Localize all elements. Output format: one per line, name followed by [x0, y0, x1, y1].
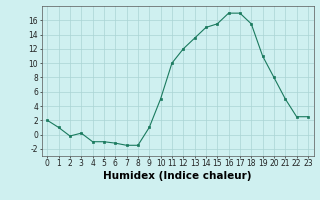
X-axis label: Humidex (Indice chaleur): Humidex (Indice chaleur): [103, 171, 252, 181]
